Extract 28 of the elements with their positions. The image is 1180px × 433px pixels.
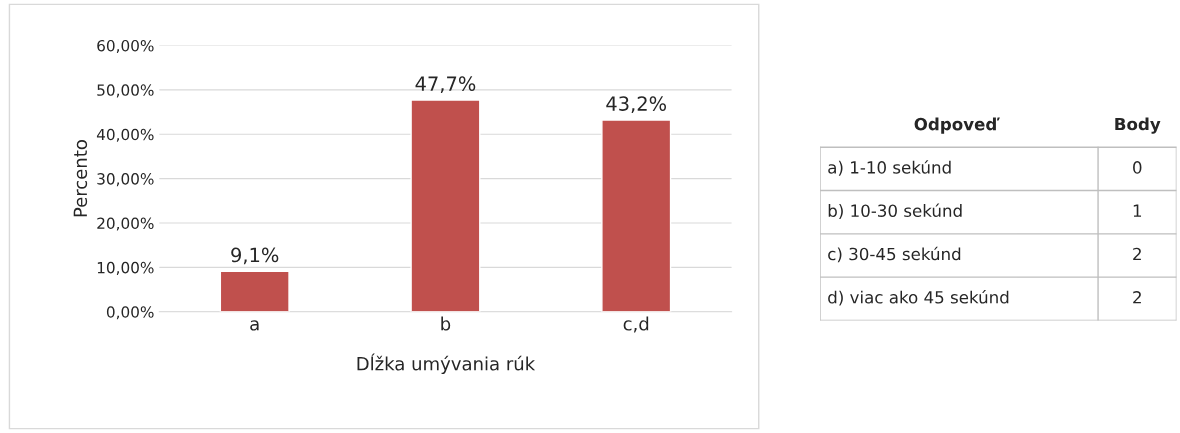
bar (410, 99, 481, 312)
x-axis-title: Dĺžka umývania rúk (357, 353, 536, 374)
y-tick-label: 20,00% (97, 217, 154, 231)
text: Odpoveď (914, 117, 1000, 134)
y-tick-label: 50,00% (97, 84, 154, 98)
y-tick-label: 40,00% (96, 128, 154, 142)
text: Body (1115, 117, 1161, 134)
x-tick-label: b (441, 316, 451, 331)
category-label: a) 1-10 sekúnd (828, 160, 951, 176)
data-label: 2 (1133, 291, 1141, 304)
data-label: 2 (1133, 247, 1141, 261)
data-label: 0 (1133, 161, 1142, 174)
category-label: d) viac ako 45 sekúnd (828, 290, 1009, 306)
data-label: 47,7% (415, 76, 476, 93)
bar (219, 270, 290, 312)
y-tick-label: 60,00% (97, 39, 154, 54)
data-label: 43,2% (606, 96, 667, 113)
bar (601, 119, 672, 312)
y-tick-label: 30,00% (97, 173, 154, 187)
data-label: 1 (1133, 204, 1142, 217)
category-label: c) 30-45 sekúnd (828, 246, 961, 263)
y-tick-label: 0,00% (106, 306, 154, 320)
y-tick-label: 10,00% (97, 261, 154, 275)
x-tick-label: a (250, 320, 259, 331)
data-label: 9,1% (231, 247, 279, 265)
y-axis-title: Percento (73, 140, 88, 217)
category-label: b) 10-30 sekúnd (828, 203, 962, 219)
x-tick-label: c,d (623, 316, 649, 333)
